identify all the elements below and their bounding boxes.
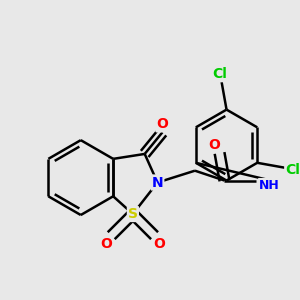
Text: S: S bbox=[128, 207, 138, 221]
Text: O: O bbox=[154, 237, 165, 250]
Text: O: O bbox=[209, 138, 220, 152]
Text: Cl: Cl bbox=[285, 163, 300, 177]
Text: O: O bbox=[157, 117, 168, 131]
Text: N: N bbox=[152, 176, 163, 190]
Text: NH: NH bbox=[259, 179, 280, 192]
Text: O: O bbox=[100, 237, 112, 250]
Text: Cl: Cl bbox=[212, 67, 227, 81]
